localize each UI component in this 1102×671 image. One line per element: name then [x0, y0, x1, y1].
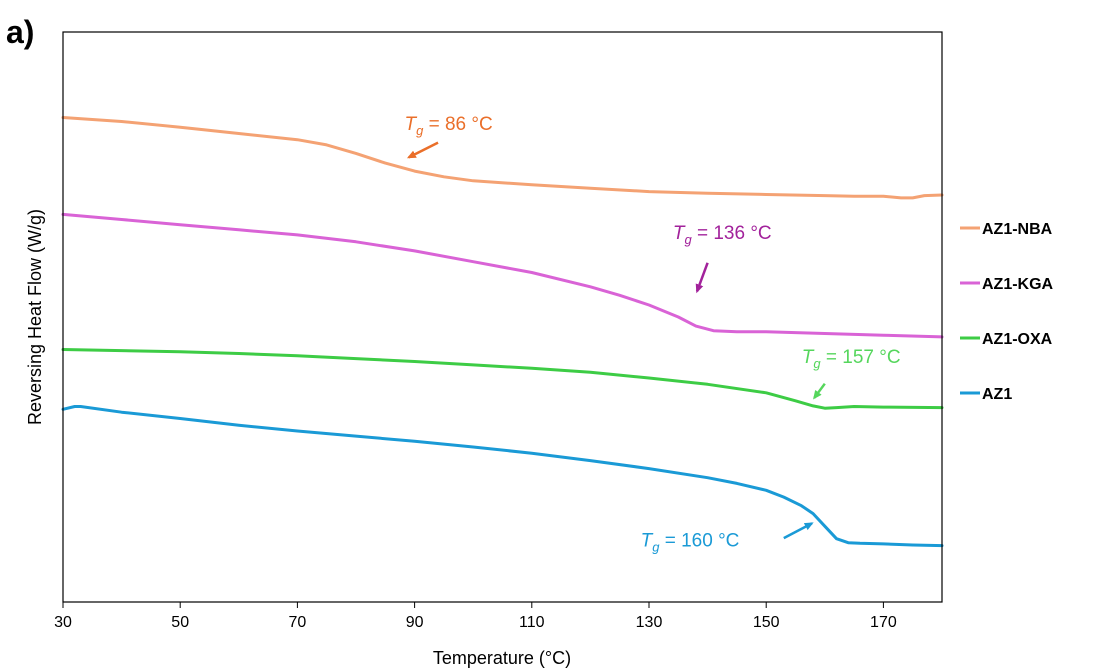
series-line-az1: [61, 405, 944, 548]
tg-annotation-az1: Tg = 160 °C: [641, 531, 740, 555]
tg-arrow-az1-oxa: [813, 382, 826, 400]
plot-frame: [62, 31, 943, 603]
tg-arrow-az1-nba: [406, 141, 439, 159]
tick-layer: 30 50 70 90 110 130 150 170: [54, 602, 897, 631]
series-line-az1-kga: [61, 212, 944, 339]
tg-annotation-az1-kga: Tg = 136 °C: [673, 223, 772, 247]
legend-label-az1-kga: AZ1-KGA: [982, 276, 1054, 293]
x-tick-label: 30: [54, 614, 72, 631]
x-tick-label: 150: [753, 614, 780, 631]
x-axis-title: Temperature (°C): [433, 648, 571, 668]
legend: AZ1-NBA AZ1-KGA AZ1-OXA AZ1: [960, 221, 1054, 403]
panel-label: a): [6, 14, 35, 50]
tg-arrow-az1-kga: [695, 262, 709, 294]
series-line-az1-nba: [61, 116, 944, 200]
y-axis-title: Reversing Heat Flow (W/g): [25, 209, 45, 425]
legend-label-az1-nba: AZ1-NBA: [982, 221, 1053, 238]
tg-annotation-az1-oxa: Tg = 157 °C: [802, 347, 901, 371]
x-tick-label: 70: [289, 614, 307, 631]
annotation-layer: Tg = 86 °C Tg = 136 °C Tg = 157 °C Tg = 160…: [404, 114, 900, 555]
legend-label-az1: AZ1: [982, 386, 1012, 403]
series-line-az1-oxa: [61, 348, 944, 410]
legend-label-az1-oxa: AZ1-OXA: [982, 331, 1053, 348]
tg-arrow-az1: [783, 522, 814, 540]
series-layer: [61, 116, 944, 548]
x-tick-label: 170: [870, 614, 897, 631]
tg-annotation-az1-nba: Tg = 86 °C: [404, 114, 492, 138]
x-tick-label: 130: [636, 614, 663, 631]
x-tick-label: 90: [406, 614, 424, 631]
x-tick-label: 110: [519, 614, 545, 631]
x-tick-label: 50: [171, 614, 189, 631]
